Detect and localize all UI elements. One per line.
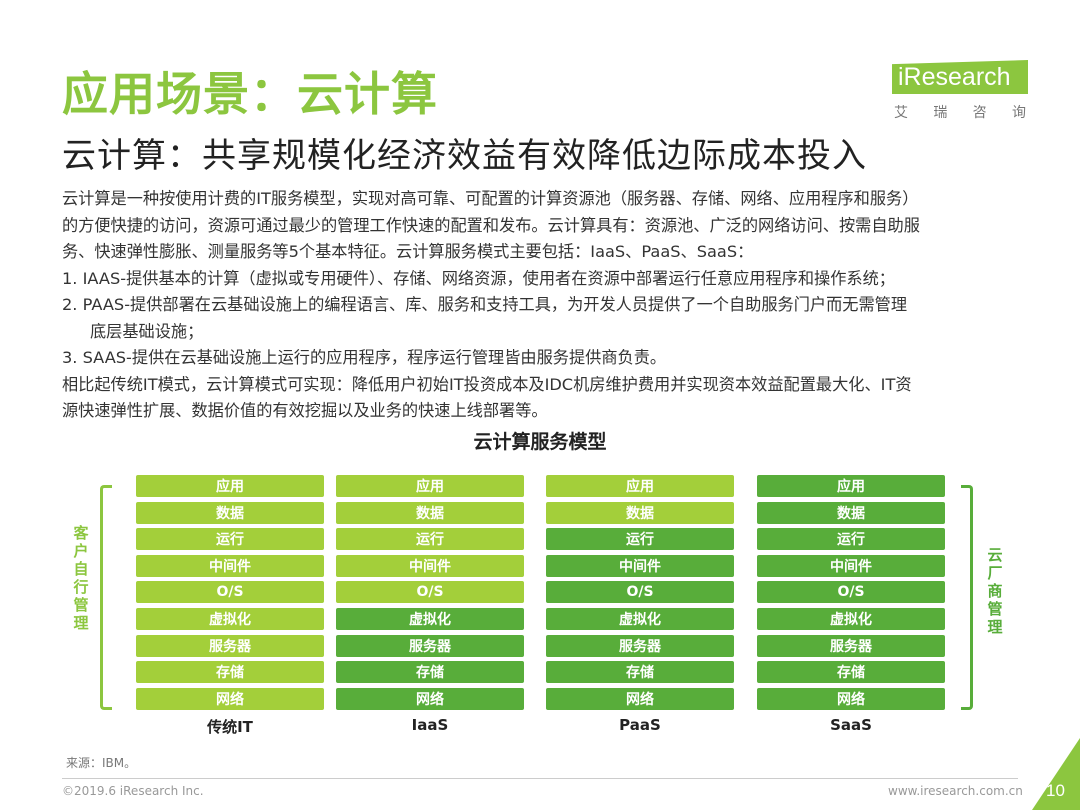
stack-layer: O/S bbox=[336, 581, 524, 604]
column-label: SaaS bbox=[830, 716, 872, 734]
source-note: 来源：IBM。 bbox=[66, 756, 137, 770]
stack-layer: 中间件 bbox=[546, 554, 734, 577]
stack-layer: 数据 bbox=[136, 501, 324, 524]
stack-layer: 网络 bbox=[757, 687, 945, 710]
footer-divider bbox=[62, 778, 1018, 779]
stack-layer: 网络 bbox=[136, 687, 324, 710]
stack-layer: 运行 bbox=[136, 528, 324, 551]
stack-layer: 中间件 bbox=[136, 554, 324, 577]
column-label: 传统IT bbox=[207, 718, 253, 736]
body-line: 源快速弹性扩展、数据价值的有效挖掘以及业务的快速上线部署等。 bbox=[62, 401, 548, 420]
logo-chinese: 艾 瑞 咨 询 bbox=[894, 102, 1026, 122]
stack-layer: 存储 bbox=[336, 661, 524, 684]
stack-column: 应用数据运行中间件 O/S 虚拟化服务器存储网络 bbox=[336, 475, 524, 714]
customer-managed-label: 客户自行管理 bbox=[73, 524, 89, 632]
stack-layer: 运行 bbox=[546, 528, 734, 551]
stack-layer: 数据 bbox=[546, 501, 734, 524]
footer-url: www.iresearch.com.cn bbox=[888, 784, 1023, 798]
body-line: 相比起传统IT模式，云计算模式可实现：降低用户初始IT投资成本及IDC机房维护费… bbox=[62, 374, 912, 394]
stack-column: 应用数据运行中间件 O/S 虚拟化服务器存储网络 bbox=[757, 475, 945, 714]
stack-layer: O/S bbox=[136, 581, 324, 604]
stack-layer: 中间件 bbox=[757, 554, 945, 577]
provider-managed-label: 云厂商管理 bbox=[987, 546, 1003, 636]
logo-char: 询 bbox=[1011, 105, 1026, 121]
body-line: 务、快速弹性膨胀、测量服务等5个基本特征。云计算服务模式主要包括：IaaS、Pa… bbox=[62, 242, 754, 261]
page-subtitle: 云计算：共享规模化经济效益有效降低边际成本投入 bbox=[62, 136, 867, 176]
stack-layer: 应用 bbox=[757, 475, 945, 497]
logo-char: 咨 bbox=[972, 105, 987, 121]
stack-layer: 数据 bbox=[336, 501, 524, 524]
stack-layer: 应用 bbox=[136, 475, 324, 497]
stack-layer: 服务器 bbox=[136, 634, 324, 657]
left-bracket bbox=[100, 485, 112, 710]
stack-layer: 虚拟化 bbox=[546, 607, 734, 630]
stack-layer: 中间件 bbox=[336, 554, 524, 577]
stack-column: 应用数据运行中间件 O/S 虚拟化服务器存储网络 bbox=[136, 475, 324, 714]
column-label: PaaS bbox=[619, 716, 661, 734]
page-number: 10 bbox=[1046, 781, 1065, 800]
list-item-iaas: 1. IAAS-提供基本的计算（虚拟或专用硬件）、存储、网络资源，使用者在资源中… bbox=[62, 268, 895, 288]
stack-layer: 存储 bbox=[136, 661, 324, 684]
stack-layer: 数据 bbox=[757, 501, 945, 524]
stack-layer: 虚拟化 bbox=[136, 607, 324, 630]
stack-layer: O/S bbox=[546, 581, 734, 604]
list-item-paas-cont: 底层基础设施； bbox=[90, 321, 204, 341]
list-item-saas: 3. SAAS-提供在云基础设施上运行的应用程序，程序运行管理皆由服务提供商负责… bbox=[62, 348, 667, 367]
stack-layer: 服务器 bbox=[757, 634, 945, 657]
body-line: 云计算是一种按使用计费的IT服务模型，实现对高可靠、可配置的计算资源池（服务器、… bbox=[62, 189, 919, 208]
logo-char: 艾 bbox=[894, 105, 908, 121]
stack-layer: 网络 bbox=[546, 687, 734, 710]
stack-column: 应用数据运行中间件 O/S 虚拟化服务器存储网络 bbox=[546, 475, 734, 714]
page-title: 应用场景：云计算 bbox=[62, 67, 438, 121]
right-bracket bbox=[961, 485, 973, 710]
stack-layer: 服务器 bbox=[336, 634, 524, 657]
diagram-title: 云计算服务模型 bbox=[473, 431, 607, 453]
stack-layer: 服务器 bbox=[546, 634, 734, 657]
body-line: 的方便快捷的访问，资源可通过最少的管理工作快速的配置和发布。云计算具有：资源池、… bbox=[62, 215, 920, 235]
stack-layer: 应用 bbox=[546, 475, 734, 497]
column-label: IaaS bbox=[411, 716, 449, 734]
stack-layer: 虚拟化 bbox=[757, 607, 945, 630]
stack-layer: 存储 bbox=[757, 661, 945, 684]
stack-layer: O/S bbox=[757, 581, 945, 604]
iresearch-logo: iResearch 艾 瑞 咨 询 bbox=[892, 60, 1032, 122]
stack-layer: 运行 bbox=[336, 528, 524, 551]
stack-layer: 运行 bbox=[757, 528, 945, 551]
list-item-paas: 2. PAAS-提供部署在云基础设施上的编程语言、库、服务和支持工具，为开发人员… bbox=[62, 295, 908, 314]
logo-char: 瑞 bbox=[933, 105, 948, 121]
stack-layer: 虚拟化 bbox=[336, 607, 524, 630]
copyright: ©2019.6 iResearch Inc. bbox=[62, 784, 204, 798]
stack-layer: 存储 bbox=[546, 661, 734, 684]
stack-layer: 应用 bbox=[336, 475, 524, 497]
logo-wordmark: iResearch bbox=[892, 60, 1028, 94]
stack-layer: 网络 bbox=[336, 687, 524, 710]
body-text: 云计算是一种按使用计费的IT服务模型，实现对高可靠、可配置的计算资源池（服务器、… bbox=[62, 186, 1022, 425]
